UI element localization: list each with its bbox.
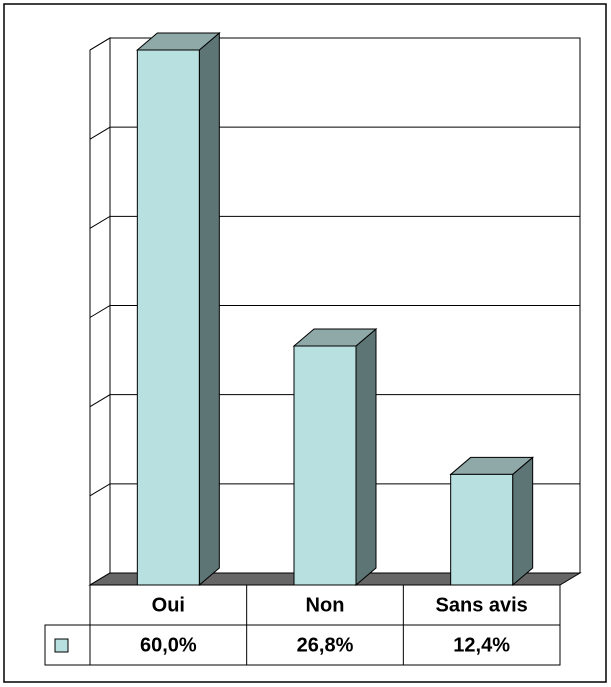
- grid-line: [89, 126, 580, 140]
- grid-line: [89, 215, 580, 229]
- value-label: 26,8%: [297, 634, 354, 656]
- bar: [292, 327, 378, 587]
- table-value-row: [44, 624, 561, 666]
- category-label: Oui: [152, 594, 185, 616]
- bar-side: [355, 327, 377, 587]
- category-label: Sans avis: [436, 594, 528, 616]
- bar-front: [293, 345, 357, 586]
- grid-line: [89, 37, 580, 51]
- grid-line: [89, 394, 580, 408]
- bar-side: [198, 31, 220, 587]
- bar-side: [512, 456, 534, 587]
- value-label: 12,4%: [453, 634, 510, 656]
- category-label: Non: [306, 594, 345, 616]
- value-label: 60,0%: [140, 634, 197, 656]
- legend-swatch: [54, 638, 69, 653]
- bar-front: [450, 473, 514, 586]
- bar: [449, 456, 535, 587]
- bar-front: [136, 49, 200, 586]
- grid-line: [89, 305, 580, 318]
- grid-line: [89, 483, 580, 497]
- bar: [135, 31, 221, 587]
